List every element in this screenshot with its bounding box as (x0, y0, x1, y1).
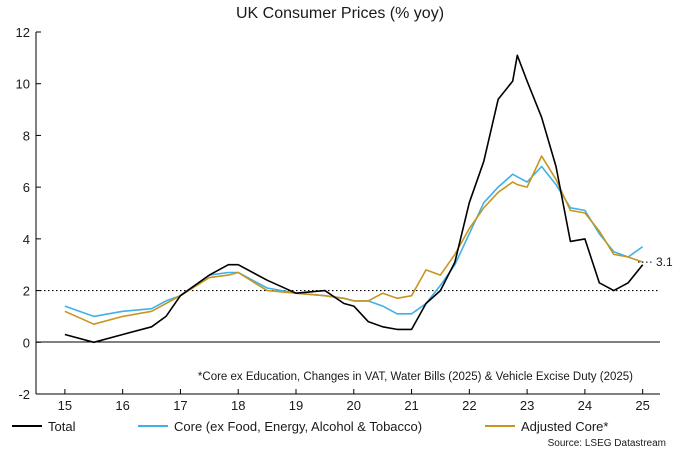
series-line-0 (64, 54, 644, 344)
footnote-annotation: *Core ex Education, Changes in VAT, Wate… (198, 371, 633, 383)
y-tick-label: 10 (16, 77, 30, 92)
x-tick-label: 21 (404, 398, 418, 413)
x-tick-label: 20 (347, 398, 361, 413)
legend-label-total: Total (48, 419, 76, 434)
x-tick-label: 19 (289, 398, 303, 413)
series-layer (64, 54, 644, 344)
legend-label-core: Core (ex Food, Energy, Alcohol & Tobacco… (174, 419, 422, 434)
x-tick-label: 15 (58, 398, 72, 413)
x-tick-label: 22 (462, 398, 476, 413)
legend-label-adjusted-core: Adjusted Core* (521, 419, 608, 434)
x-axis: 15 16 17 18 19 20 21 22 23 24 25 (58, 389, 650, 413)
legend: Total Core (ex Food, Energy, Alcohol & T… (12, 419, 608, 434)
x-tick-label: 18 (231, 398, 245, 413)
series-line-1 (64, 165, 644, 318)
x-tick-label: 24 (578, 398, 592, 413)
source-note: Source: LSEG Datastream (548, 438, 666, 449)
y-tick-label: 12 (16, 25, 30, 40)
y-axis: -2 0 2 4 6 8 10 12 (16, 25, 41, 402)
y-tick-label: 0 (23, 335, 30, 350)
y-tick-label: -2 (18, 387, 30, 402)
y-tick-label: 6 (23, 180, 30, 195)
series-line-2 (64, 155, 643, 325)
x-tick-label: 25 (635, 398, 649, 413)
x-tick-label: 16 (115, 398, 129, 413)
chart-title: UK Consumer Prices (% yoy) (236, 5, 444, 22)
end-value-label: 3.1 (656, 255, 673, 269)
y-tick-label: 8 (23, 128, 30, 143)
x-tick-label: 17 (173, 398, 187, 413)
x-tick-label: 23 (520, 398, 534, 413)
y-tick-label: 4 (23, 232, 30, 247)
y-tick-label: 2 (23, 284, 30, 299)
